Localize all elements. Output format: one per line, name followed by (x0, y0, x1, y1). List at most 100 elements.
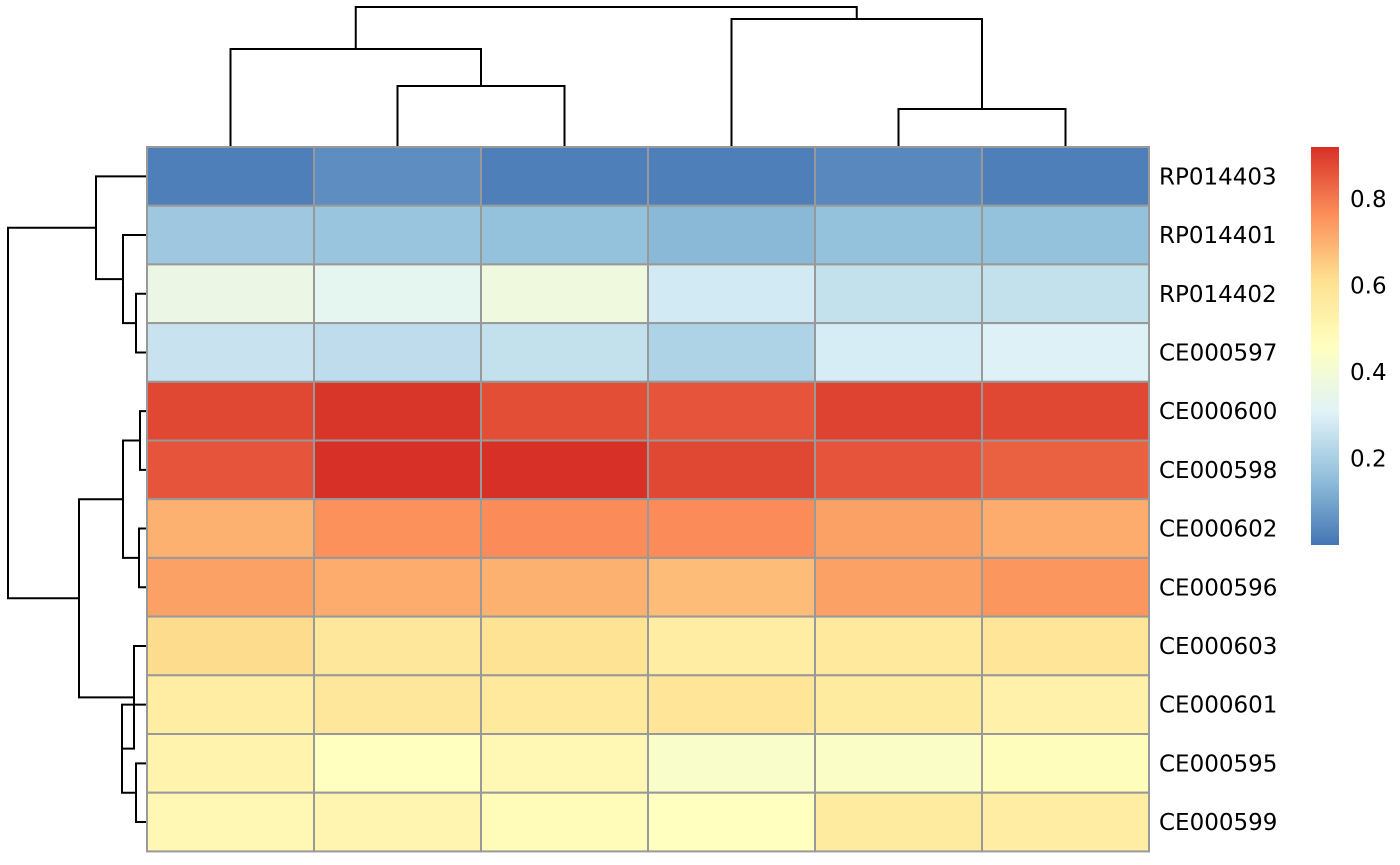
row-label: CE000599 (1159, 810, 1277, 836)
color-legend-bar (1311, 147, 1339, 545)
heatmap-cell (814, 615, 983, 677)
heatmap-cell (647, 439, 816, 501)
column-dendrogram (229, 6, 1067, 147)
heatmap-cell (814, 439, 983, 501)
row-label: RP014403 (1159, 164, 1277, 190)
heatmap-cell (480, 791, 649, 853)
heatmap-cell (647, 674, 816, 735)
heatmap-cell (814, 204, 983, 266)
heatmap-cell (814, 556, 983, 618)
heatmap-cell (313, 439, 482, 501)
heatmap-cell (814, 322, 983, 383)
heatmap-cell (480, 204, 649, 266)
row-label: CE000598 (1159, 458, 1277, 484)
row-dendrogram-branch (78, 498, 134, 699)
heatmap-cell (981, 733, 1150, 794)
heatmap-cell (647, 498, 816, 559)
row-dendrogram (7, 175, 147, 824)
heatmap-cell (814, 263, 983, 325)
heatmap-cell (480, 322, 649, 383)
heatmap-cell (480, 674, 649, 735)
heatmap-cell (814, 498, 983, 559)
heatmap-cell (981, 322, 1150, 383)
heatmap-cell (981, 556, 1150, 618)
column-dendrogram-branch (229, 48, 482, 147)
heatmap-cell (146, 263, 315, 325)
heatmap-cell (814, 791, 983, 853)
heatmap-cell (146, 615, 315, 677)
heatmap-cell (981, 380, 1150, 442)
heatmap-cell (647, 204, 816, 266)
heatmap-cell (146, 322, 315, 383)
heatmap-cell (647, 615, 816, 677)
column-dendrogram-branch (730, 18, 983, 147)
row-label: CE000596 (1159, 575, 1277, 601)
heatmap-cell (647, 380, 816, 442)
row-dendrogram-branch (139, 410, 147, 471)
row-label: CE000597 (1159, 340, 1277, 366)
heatmap-cell (480, 498, 649, 559)
heatmap-cell (146, 439, 315, 501)
row-label: CE000600 (1159, 399, 1277, 425)
legend-tick-label: 0.8 (1350, 187, 1387, 213)
heatmap-cell (981, 263, 1150, 325)
heatmap-cell (313, 674, 482, 735)
heatmap-cell (480, 146, 649, 207)
column-dendrogram-branch (354, 6, 858, 49)
row-labels: RP014403 RP014401 RP014402 CE000597 CE000600… (1159, 164, 1277, 836)
heatmap-cell (814, 674, 983, 735)
heatmap-cell (313, 204, 482, 266)
heatmap-cell (647, 556, 816, 618)
heatmap-cell (146, 204, 315, 266)
heatmap-cell (313, 380, 482, 442)
row-label: CE000602 (1159, 517, 1277, 543)
heatmap-cell (313, 615, 482, 677)
heatmap-cell (480, 615, 649, 677)
legend-tick-label: 0.2 (1350, 446, 1387, 472)
heatmap-cell (313, 146, 482, 207)
heatmap-cell (981, 615, 1150, 677)
heatmap-cell (146, 146, 315, 207)
row-label: RP014402 (1159, 282, 1277, 308)
heatmap-cell (647, 733, 816, 794)
heatmap-cell (814, 733, 983, 794)
row-dendrogram-branch (122, 439, 140, 559)
heatmap-cell (480, 380, 649, 442)
row-dendrogram-branch (135, 762, 147, 824)
row-dendrogram-branch (7, 226, 96, 600)
row-label: CE000603 (1159, 634, 1277, 660)
color-legend-ticks: 0.2 0.4 0.6 0.8 (1350, 187, 1387, 473)
heatmap-cell (480, 263, 649, 325)
heatmap-cell (313, 322, 482, 383)
legend-tick-label: 0.6 (1350, 273, 1387, 299)
heatmap-cell (313, 556, 482, 618)
heatmap-cell (981, 146, 1150, 207)
row-dendrogram-branch (138, 527, 147, 589)
heatmap-cell (981, 204, 1150, 266)
heatmap-cell (480, 556, 649, 618)
heatmap-cell (146, 498, 315, 559)
heatmap-cell (814, 380, 983, 442)
heatmap-cell (313, 791, 482, 853)
heatmap-cell (647, 791, 816, 853)
row-label: CE000595 (1159, 751, 1277, 777)
color-legend: 0.2 0.4 0.6 0.8 (1311, 147, 1387, 545)
heatmap-cell (313, 263, 482, 325)
heatmap-cell (146, 556, 315, 618)
heatmap-cell (146, 791, 315, 853)
row-label: RP014401 (1159, 223, 1277, 249)
heatmap-cell (480, 439, 649, 501)
heatmap-cell (981, 791, 1150, 853)
legend-tick-label: 0.4 (1350, 360, 1387, 386)
row-dendrogram-branch (95, 175, 147, 281)
heatmap-cells (146, 146, 1150, 853)
heatmap-cell (313, 733, 482, 794)
column-dendrogram-branch (897, 108, 1067, 147)
heatmap-cell (814, 146, 983, 207)
heatmap-cell (647, 263, 816, 325)
heatmap-cell (313, 498, 482, 559)
heatmap-cell (146, 674, 315, 735)
heatmap-cell (981, 498, 1150, 559)
row-dendrogram-branch (135, 292, 147, 354)
